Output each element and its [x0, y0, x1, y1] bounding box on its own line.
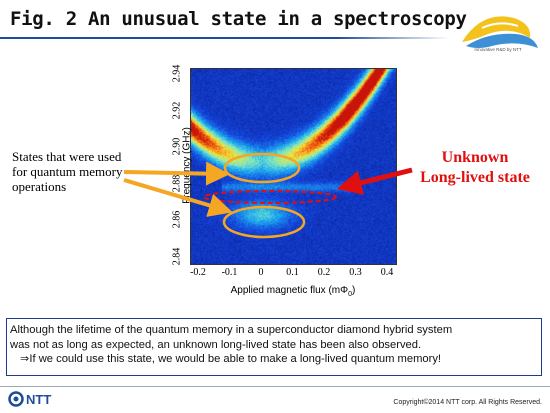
x-tick-label: 0.2 [317, 267, 331, 278]
summary-line-1: Although the lifetime of the quantum mem… [10, 324, 453, 336]
title-underline [0, 37, 450, 39]
y-tick-label: 2.94 [171, 64, 183, 83]
x-tick-label: -0.2 [190, 267, 206, 278]
slide-title: Fig. 2 An unusual state in a spectroscop… [10, 8, 467, 30]
x-tick-label: 0 [258, 267, 264, 278]
ntt-logo: NTT [8, 391, 51, 407]
y-axis-label: Frequency (GHz) [181, 127, 193, 204]
heatmap-canvas [191, 69, 396, 264]
summary-box: Although the lifetime of the quantum mem… [6, 318, 542, 376]
y-tick-label: 2.84 [171, 247, 183, 266]
unknown-state-annotation: Unknown Long-lived state [402, 148, 548, 188]
logo-caption: Innovative R&D by NTT [474, 47, 522, 52]
ntt-logo-text: NTT [26, 392, 51, 407]
innovative-rnd-logo [462, 16, 538, 48]
spectroscopy-heatmap [190, 68, 397, 265]
footer-divider [0, 386, 550, 387]
states-annotation: States that were used for quantum memory… [12, 149, 123, 194]
x-tick-label: 0.1 [286, 267, 299, 278]
unknown-line-1: Unknown [441, 149, 509, 166]
x-tick-label: -0.1 [221, 267, 238, 278]
x-tick-label: 0.4 [380, 267, 394, 278]
x-tick-label: 0.3 [349, 267, 362, 278]
copyright-text: Copyright©2014 NTT corp. All Rights Rese… [393, 399, 542, 406]
summary-line-3: ⇒If we could use this state, we would be… [20, 353, 442, 365]
summary-line-2: was not as long as expected, an unknown … [10, 338, 422, 351]
unknown-line-2: Long-lived state [420, 169, 530, 186]
x-axis-label: Applied magnetic flux (mΦ0) [230, 285, 356, 298]
